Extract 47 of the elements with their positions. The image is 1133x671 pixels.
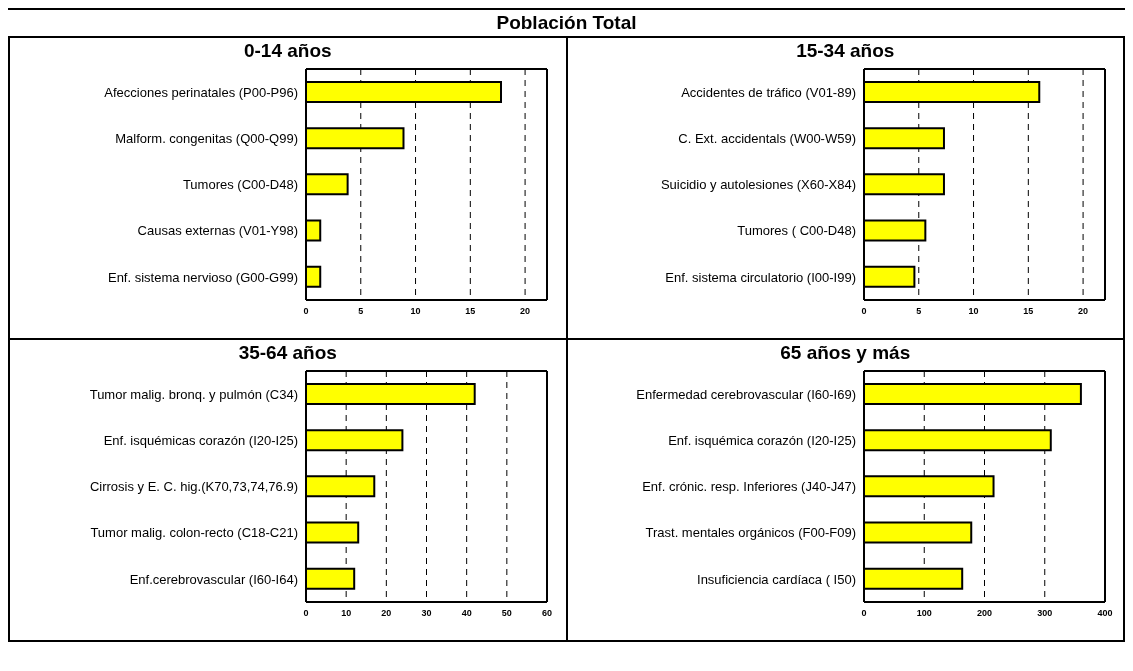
- y-tick-label: Tumor malig. colon-recto (C18-C21): [90, 525, 298, 541]
- x-tick-label: 10: [410, 306, 421, 317]
- x-tick-label: 200: [976, 608, 992, 619]
- y-tick-label: Tumor malig. bronq. y pulmón (C34): [89, 386, 298, 402]
- y-tick-label: Causas externas (V01-Y98): [137, 223, 298, 239]
- y-tick-label: Trast. mentales orgánicos (F00-F09): [645, 525, 856, 541]
- x-tick-label: 100: [916, 608, 932, 619]
- x-tick-label: 0: [303, 608, 309, 619]
- x-tick-label: 5: [358, 306, 364, 317]
- y-tick-label: Suicidio y autolesiones (X60-X84): [660, 177, 856, 193]
- x-tick-label: 20: [381, 608, 392, 619]
- chart-title: Población Total: [8, 8, 1125, 36]
- chart-title: 35-64 años: [237, 342, 338, 364]
- y-tick-label: Cirrosis y E. C. hig.(K70,73,74,76.9): [89, 479, 298, 495]
- x-tick-label: 5: [915, 306, 921, 317]
- y-tick-label: Tumores ( C00-D48): [736, 223, 856, 239]
- y-tick-label: Enf. sistema nervioso (G00-G99): [107, 269, 298, 285]
- x-tick-label: 15: [465, 306, 476, 317]
- chart-subtitle: 0-14 años: [242, 40, 333, 62]
- y-tick-label: Enf. crónic. resp. Inferiores (J40-J47): [641, 479, 856, 495]
- y-tick-label: Tumores (C00-D48): [182, 177, 298, 193]
- y-tick-label: Malform. congenitas (Q00-Q99): [115, 130, 298, 146]
- y-tick-label: Enf. sistema circulatorio (I00-I99): [664, 269, 856, 285]
- x-tick-label: 20: [1077, 306, 1088, 317]
- x-tick-label: 20: [520, 306, 531, 317]
- y-tick-label: Insuficiencia cardíaca ( I50): [696, 571, 856, 587]
- y-tick-label: Afecciones perinatales (P00-P96): [104, 84, 298, 100]
- x-tick-label: 40: [461, 608, 472, 619]
- x-tick-label: 10: [968, 306, 979, 317]
- y-tick-label: Enf. isquémica corazón (I20-I25): [667, 432, 856, 448]
- y-tick-label: C. Ext. accidentals (W00-W59): [677, 130, 856, 146]
- x-tick-label: 400: [1096, 608, 1113, 619]
- chart-title: 65 años y más: [779, 342, 912, 364]
- chart-title: 15-34 años: [795, 40, 896, 62]
- y-tick-label: Enf. isquémicas corazón (I20-I25): [103, 432, 298, 448]
- x-tick-label: 30: [421, 608, 432, 619]
- x-tick-label: 0: [860, 608, 867, 619]
- x-tick-label: 60: [541, 608, 553, 619]
- x-tick-label: 0: [860, 306, 867, 317]
- x-tick-label: 300: [1036, 608, 1052, 619]
- y-tick-label: Enf.cerebrovascular (I60-I64): [129, 571, 298, 587]
- y-tick-label: Enfermedad cerebrovascular (I60-I69): [635, 386, 856, 402]
- x-tick-label: 0: [303, 306, 309, 317]
- x-tick-label: 50: [501, 608, 512, 619]
- x-tick-label: 10: [341, 608, 352, 619]
- x-tick-label: 15: [1022, 306, 1033, 317]
- y-tick-label: Accidentes de tráfico (V01-89): [680, 84, 856, 100]
